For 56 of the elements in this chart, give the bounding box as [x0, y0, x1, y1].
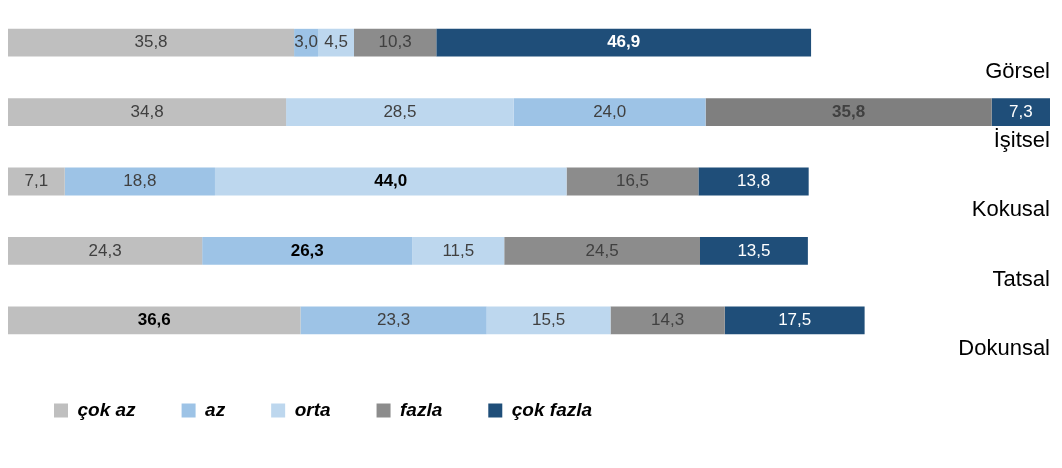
legend-label: az — [205, 398, 226, 420]
data-label: 24,3 — [88, 240, 122, 260]
data-label: 34,8 — [130, 101, 164, 121]
bar — [486, 306, 611, 335]
bar — [436, 28, 812, 57]
bar — [991, 98, 1050, 126]
bar — [412, 237, 505, 265]
data-label: 44,0 — [374, 171, 408, 191]
data-label: 17,5 — [778, 309, 812, 329]
bar — [8, 167, 65, 196]
bar — [610, 306, 725, 335]
legend-label: çok az — [77, 398, 137, 420]
bar — [64, 167, 215, 196]
data-label: 35,8 — [832, 101, 866, 121]
data-label: 7,3 — [1009, 101, 1033, 121]
data-label: 24,5 — [585, 240, 619, 260]
bar — [8, 28, 295, 57]
data-label: 3,0 — [294, 32, 318, 52]
data-label: 7,1 — [24, 171, 49, 191]
data-label: 23,3 — [377, 309, 411, 329]
y-tick-label: Görsel — [985, 57, 1050, 83]
data-label: 18,8 — [123, 171, 157, 191]
data-label: 15,5 — [532, 309, 566, 329]
y-tick-label: Tatsal — [992, 265, 1050, 291]
bar — [354, 28, 437, 57]
data-label: 28,5 — [383, 101, 417, 121]
bar — [566, 167, 699, 196]
bar — [202, 237, 413, 265]
data-label: 36,6 — [137, 309, 171, 329]
data-label: 13,5 — [737, 240, 771, 260]
data-label: 10,3 — [378, 32, 412, 52]
legend-label: fazla — [400, 398, 443, 420]
legend-label: orta — [294, 398, 331, 420]
bar — [214, 167, 567, 196]
legend-label: çok fazla — [511, 398, 593, 420]
data-label: 14,3 — [651, 309, 685, 329]
bar — [8, 237, 203, 265]
bar — [698, 167, 809, 196]
y-tick-label: İşitsel — [993, 127, 1050, 153]
data-label: 16,5 — [615, 171, 650, 191]
bar — [504, 237, 700, 265]
data-label: 13,8 — [736, 171, 771, 191]
data-label: 24,0 — [593, 101, 627, 121]
bar — [700, 237, 808, 265]
bar — [300, 306, 487, 335]
bar — [8, 98, 287, 126]
data-label: 46,9 — [607, 32, 641, 52]
data-label: 35,8 — [134, 32, 168, 52]
y-tick-label: Kokusal — [971, 196, 1050, 222]
y-tick-label: Dokunsal — [958, 335, 1050, 361]
bar — [724, 306, 865, 335]
bar — [8, 306, 301, 335]
bar — [705, 98, 992, 126]
data-label: 4,5 — [324, 32, 348, 52]
data-label: 11,5 — [442, 240, 475, 260]
data-label: 26,3 — [290, 240, 324, 260]
